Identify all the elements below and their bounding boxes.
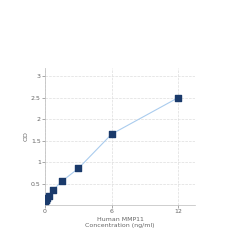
Point xyxy=(76,166,80,170)
Y-axis label: OD: OD xyxy=(23,131,28,141)
Point xyxy=(45,196,49,200)
Point xyxy=(176,96,180,100)
X-axis label: Human MMP11
Concentration (ng/ml): Human MMP11 Concentration (ng/ml) xyxy=(85,217,155,228)
Point xyxy=(60,179,64,183)
Point xyxy=(44,198,48,202)
Point xyxy=(47,194,51,198)
Point xyxy=(43,199,47,203)
Point xyxy=(44,198,48,202)
Point xyxy=(51,188,55,192)
Point xyxy=(110,132,114,136)
